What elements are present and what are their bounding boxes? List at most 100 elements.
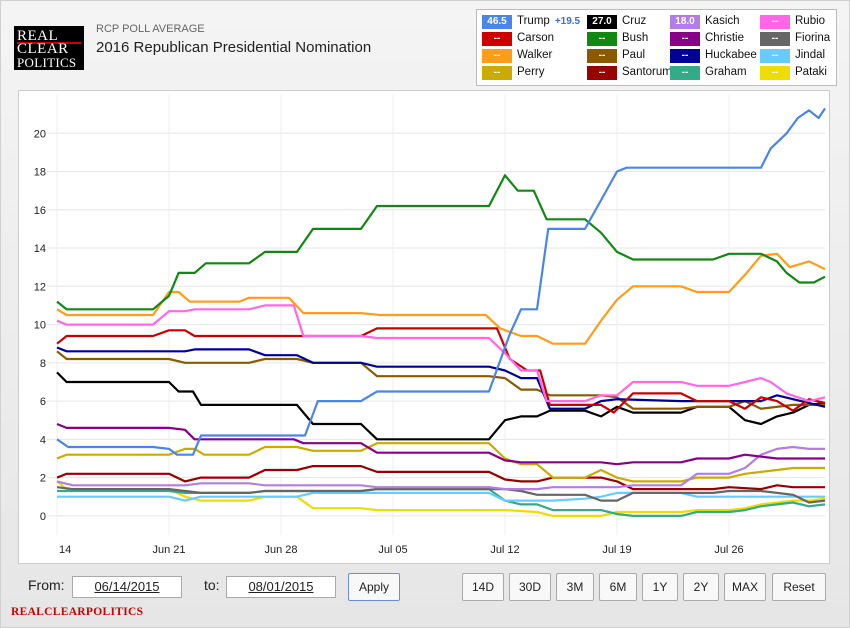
legend-swatch: -- — [482, 49, 512, 63]
legend-swatch: -- — [760, 49, 790, 63]
legend-item-walker[interactable]: -- Walker — [482, 49, 552, 63]
date-controls: From: 06/14/2015 to: 08/01/2015 Apply 14… — [0, 566, 848, 606]
footer-logo: REALCLEARPOLITICS — [11, 606, 144, 618]
series-line-rubio — [56, 304, 826, 403]
legend-item-kasich[interactable]: 18.0 Kasich — [670, 15, 740, 29]
series-line-trump — [56, 107, 826, 456]
legend-swatch: -- — [670, 32, 700, 46]
legend-item-graham[interactable]: -- Graham — [670, 66, 747, 80]
legend-item-christie[interactable]: -- Christie — [670, 32, 744, 46]
logo-underline — [17, 42, 81, 44]
legend-swatch: -- — [670, 66, 700, 80]
range-2y-button[interactable]: 2Y — [683, 573, 719, 601]
legend-label: Bush — [622, 32, 649, 44]
legend-swatch: 46.5 — [482, 15, 512, 29]
legend-item-rubio[interactable]: -- Rubio — [760, 15, 825, 29]
y-tick-label: 12 — [34, 281, 46, 293]
y-tick-label: 2 — [40, 473, 46, 485]
legend-label: Rubio — [795, 15, 826, 27]
series-line-huckabee — [56, 346, 826, 410]
legend-item-jindal[interactable]: -- Jindal — [760, 49, 825, 63]
legend-label: Fiorina — [795, 32, 831, 44]
series-line-carson — [56, 327, 826, 414]
y-tick-label: 4 — [40, 434, 46, 446]
range-14d-button[interactable]: 14D — [462, 573, 504, 601]
legend-label: Graham — [705, 66, 747, 78]
legend-label: Jindal — [795, 49, 826, 61]
legend-swatch: -- — [587, 32, 617, 46]
legend: 46.5 Trump +19.5 27.0 Cruz 18.0 Kasich -- Rubio -… — [476, 9, 837, 86]
legend-swatch: -- — [587, 49, 617, 63]
y-tick-label: 20 — [34, 128, 46, 140]
legend-item-huckabee[interactable]: -- Huckabee — [670, 49, 757, 63]
series-line-jindal — [57, 491, 825, 502]
x-tick-label: Jul 19 — [602, 544, 631, 556]
series-line-walker — [56, 252, 826, 345]
legend-swatch: 27.0 — [587, 15, 617, 29]
logo-line-1: REAL — [17, 28, 59, 44]
y-tick-label: 6 — [40, 396, 46, 408]
series-line-bush — [56, 174, 826, 311]
series-line-perry — [56, 442, 825, 483]
legend-change: +19.5 — [554, 16, 581, 27]
series-line-paul — [56, 350, 825, 410]
range-max-button[interactable]: MAX — [724, 573, 766, 601]
chart-title: 2016 Republican Presidential Nomination — [96, 39, 372, 56]
legend-item-paul[interactable]: -- Paul — [587, 49, 645, 63]
legend-swatch: -- — [482, 66, 512, 80]
from-date-input[interactable]: 06/14/2015 — [72, 576, 182, 598]
apply-button[interactable]: Apply — [348, 573, 400, 601]
legend-swatch: -- — [670, 49, 700, 63]
legend-label: Cruz — [622, 15, 647, 27]
y-tick-label: 8 — [40, 358, 46, 370]
legend-item-pataki[interactable]: -- Pataki — [760, 66, 827, 80]
x-tick-label: Jul 05 — [378, 544, 407, 556]
y-tick-label: 0 — [40, 511, 46, 523]
legend-swatch: -- — [482, 32, 512, 46]
series-line-christie — [56, 422, 825, 466]
legend-item-trump[interactable]: 46.5 Trump +19.5 — [482, 15, 580, 29]
legend-item-bush[interactable]: -- Bush — [587, 32, 648, 46]
legend-item-cruz[interactable]: 27.0 Cruz — [587, 15, 646, 29]
legend-label: Santorum — [622, 66, 672, 78]
legend-item-santorum[interactable]: -- Santorum — [587, 66, 672, 80]
legend-label: Perry — [517, 66, 545, 78]
range-6m-button[interactable]: 6M — [599, 573, 637, 601]
x-tick-label: Jun 28 — [264, 544, 297, 556]
x-tick-label: Jul 26 — [714, 544, 743, 556]
rcp-logo: REAL CLEAR POLITICS — [14, 26, 84, 70]
range-3m-button[interactable]: 3M — [556, 573, 594, 601]
series-line-fiorina — [56, 486, 826, 504]
logo-line-3: POLITICS — [17, 55, 77, 70]
chart-subtitle: RCP POLL AVERAGE — [96, 23, 205, 35]
legend-swatch: -- — [760, 66, 790, 80]
reset-button[interactable]: Reset — [772, 573, 826, 601]
y-tick-label: 16 — [34, 205, 46, 217]
legend-label: Walker — [517, 49, 553, 61]
legend-item-perry[interactable]: -- Perry — [482, 66, 544, 80]
x-tick-label: Jun 21 — [152, 544, 185, 556]
legend-swatch: -- — [760, 32, 790, 46]
series-line-kasich — [56, 445, 825, 491]
legend-label: Christie — [705, 32, 744, 44]
legend-label: Huckabee — [705, 49, 757, 61]
y-tick-label: 14 — [34, 243, 46, 255]
legend-label: Carson — [517, 32, 555, 44]
legend-label: Pataki — [795, 66, 827, 78]
series-line-santorum — [56, 465, 825, 491]
logo-line-2: CLEAR — [17, 41, 69, 57]
x-tick-label: Jul 12 — [490, 544, 519, 556]
legend-swatch: -- — [587, 66, 617, 80]
range-30d-button[interactable]: 30D — [509, 573, 551, 601]
legend-item-carson[interactable]: -- Carson — [482, 32, 554, 46]
legend-swatch: 18.0 — [670, 15, 700, 29]
to-date-input[interactable]: 08/01/2015 — [226, 576, 336, 598]
legend-swatch: -- — [760, 15, 790, 29]
y-tick-label: 10 — [34, 320, 46, 332]
legend-label: Trump — [517, 15, 550, 27]
range-1y-button[interactable]: 1Y — [642, 573, 678, 601]
legend-item-fiorina[interactable]: -- Fiorina — [760, 32, 830, 46]
x-tick-label: 14 — [59, 544, 71, 556]
from-label: From: — [28, 577, 65, 593]
y-tick-label: 18 — [34, 167, 46, 179]
